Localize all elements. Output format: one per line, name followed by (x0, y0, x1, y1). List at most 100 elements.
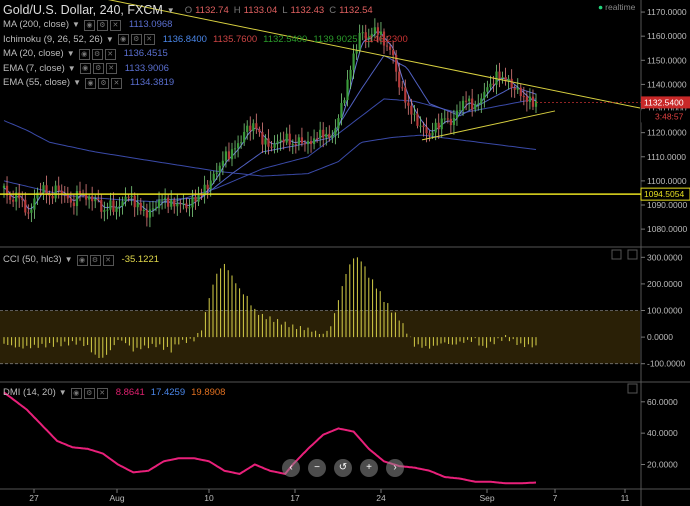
legend-value-lagging: 1132.5400 (263, 33, 308, 45)
zoom-out-button[interactable]: − (308, 459, 326, 477)
close-icon[interactable]: ✕ (105, 63, 117, 75)
time-tick-label: 10 (204, 493, 214, 503)
candle-body (197, 194, 200, 202)
close-icon[interactable]: ✕ (102, 254, 114, 266)
candle-body (264, 138, 267, 145)
close-icon[interactable]: ✕ (109, 19, 121, 31)
eye-icon[interactable]: ◉ (83, 19, 95, 31)
eye-icon[interactable]: ◉ (84, 77, 96, 89)
scroll-forward-button[interactable]: › (386, 459, 404, 477)
close-value: 1132.54 (339, 4, 373, 16)
last-price-label: 1132.5400 (644, 97, 684, 107)
candle-body (401, 87, 404, 89)
close-icon[interactable]: ✕ (96, 387, 108, 399)
candle-body (525, 96, 528, 102)
settings-icon[interactable]: ⚙ (92, 63, 104, 75)
candle-body (531, 96, 535, 107)
close-label: C (329, 4, 337, 16)
candle-body (483, 91, 486, 99)
dmi-pane (3, 391, 537, 485)
price-tick-label: 1130.0000 (647, 104, 687, 114)
settings-icon[interactable]: ⚙ (91, 48, 103, 60)
time-tick-label: 27 (29, 493, 39, 503)
dmi-tick-label: 20.0000 (647, 459, 678, 469)
cci-legend[interactable]: CCI (50, hlc3) ▼ ◉ ⚙ ✕ -35.1221 (3, 253, 159, 268)
settings-icon[interactable]: ⚙ (89, 254, 101, 266)
realtime-dot-icon: ● (598, 2, 604, 12)
dmi-tick-label: 40.0000 (647, 428, 678, 438)
candle-body (322, 129, 325, 138)
cci-band (0, 310, 640, 364)
candle-body (379, 31, 383, 35)
scroll-back-button[interactable]: ‹ (282, 459, 300, 477)
indicator-legend: MA (200, close) ▼ ◉ ⚙ ✕ 1113.0968 Ichimoku… (3, 18, 408, 91)
settings-icon[interactable]: ⚙ (96, 19, 108, 31)
dmi-tick-label: 60.0000 (647, 397, 678, 407)
chevron-down-icon[interactable]: ▼ (64, 255, 73, 264)
candle-body (18, 192, 21, 199)
candle-body (267, 138, 270, 147)
candle-body (416, 113, 419, 126)
eye-icon[interactable]: ◉ (70, 387, 82, 399)
candle-body (404, 87, 407, 103)
countdown-badge (641, 110, 690, 123)
candle-body (173, 199, 176, 207)
eye-icon[interactable]: ◉ (117, 34, 129, 46)
legend-name: MA (20, close) (3, 48, 64, 59)
candle-body (224, 151, 228, 161)
high-label: H (233, 4, 241, 16)
candle-body (148, 209, 152, 218)
settings-icon[interactable]: ⚙ (130, 34, 142, 46)
close-icon[interactable]: ✕ (143, 34, 155, 46)
dmi-legend[interactable]: DMI (14, 20) ▼ ◉ ⚙ ✕ 8.8641 17.4259 19.890… (3, 386, 225, 401)
candle-body (273, 143, 276, 148)
settings-icon[interactable]: ⚙ (83, 387, 95, 399)
close-icon[interactable]: ✕ (110, 77, 122, 89)
legend-row-ema55[interactable]: EMA (55, close) ▼ ◉ ⚙ ✕ 1134.3819 (3, 76, 408, 91)
time-tick-label: Sep (479, 493, 494, 503)
title-dropdown-icon[interactable]: ▼ (166, 5, 175, 15)
open-label: O (184, 4, 193, 16)
candle-body (492, 83, 495, 85)
legend-row-ema7[interactable]: EMA (7, close) ▼ ◉ ⚙ ✕ 1133.9006 (3, 62, 408, 77)
chevron-down-icon[interactable]: ▼ (73, 78, 81, 87)
chevron-down-icon[interactable]: ▼ (72, 20, 80, 29)
candle-body (100, 199, 103, 212)
candle-body (142, 210, 145, 212)
candle-body (398, 71, 401, 88)
candle-body (358, 33, 361, 50)
close-icon[interactable]: ✕ (104, 48, 116, 60)
legend-row-ma200[interactable]: MA (200, close) ▼ ◉ ⚙ ✕ 1113.0968 (3, 18, 408, 33)
candle-body (431, 132, 434, 136)
legend-row-ma20[interactable]: MA (20, close) ▼ ◉ ⚙ ✕ 1136.4515 (3, 47, 408, 62)
chevron-down-icon[interactable]: ▼ (58, 388, 67, 397)
chevron-down-icon[interactable]: ▼ (66, 49, 75, 58)
candle-body (306, 141, 310, 145)
candle-body (170, 199, 173, 207)
candle-body (176, 203, 179, 207)
legend-row-ichimoku[interactable]: Ichimoku (9, 26, 52, 26) ▼ ◉ ⚙ ✕ 1136.8400… (3, 33, 408, 48)
eye-icon[interactable]: ◉ (78, 48, 90, 60)
candle-body (230, 149, 234, 160)
zoom-in-button[interactable]: + (360, 459, 378, 477)
candle-body (179, 203, 182, 205)
eye-icon[interactable]: ◉ (79, 63, 91, 75)
candle-body (212, 173, 215, 181)
reset-chart-button[interactable]: ↺ (334, 459, 352, 477)
candle-body (54, 185, 57, 199)
cci-tick-label: 100.0000 (647, 306, 683, 316)
price-tick-label: 1140.0000 (647, 79, 687, 89)
time-tick-label: 24 (376, 493, 386, 503)
settings-icon[interactable]: ⚙ (97, 77, 109, 89)
chevron-down-icon[interactable]: ▼ (105, 34, 114, 44)
chevron-down-icon[interactable]: ▼ (67, 63, 76, 73)
open-value: 1132.74 (195, 4, 229, 16)
eye-icon[interactable]: ◉ (76, 254, 88, 266)
candle-body (261, 132, 264, 145)
candle-body (103, 210, 106, 212)
candle-body (51, 195, 54, 199)
candle-body (45, 185, 48, 194)
candle-body (24, 199, 27, 213)
candle-body (297, 137, 300, 145)
